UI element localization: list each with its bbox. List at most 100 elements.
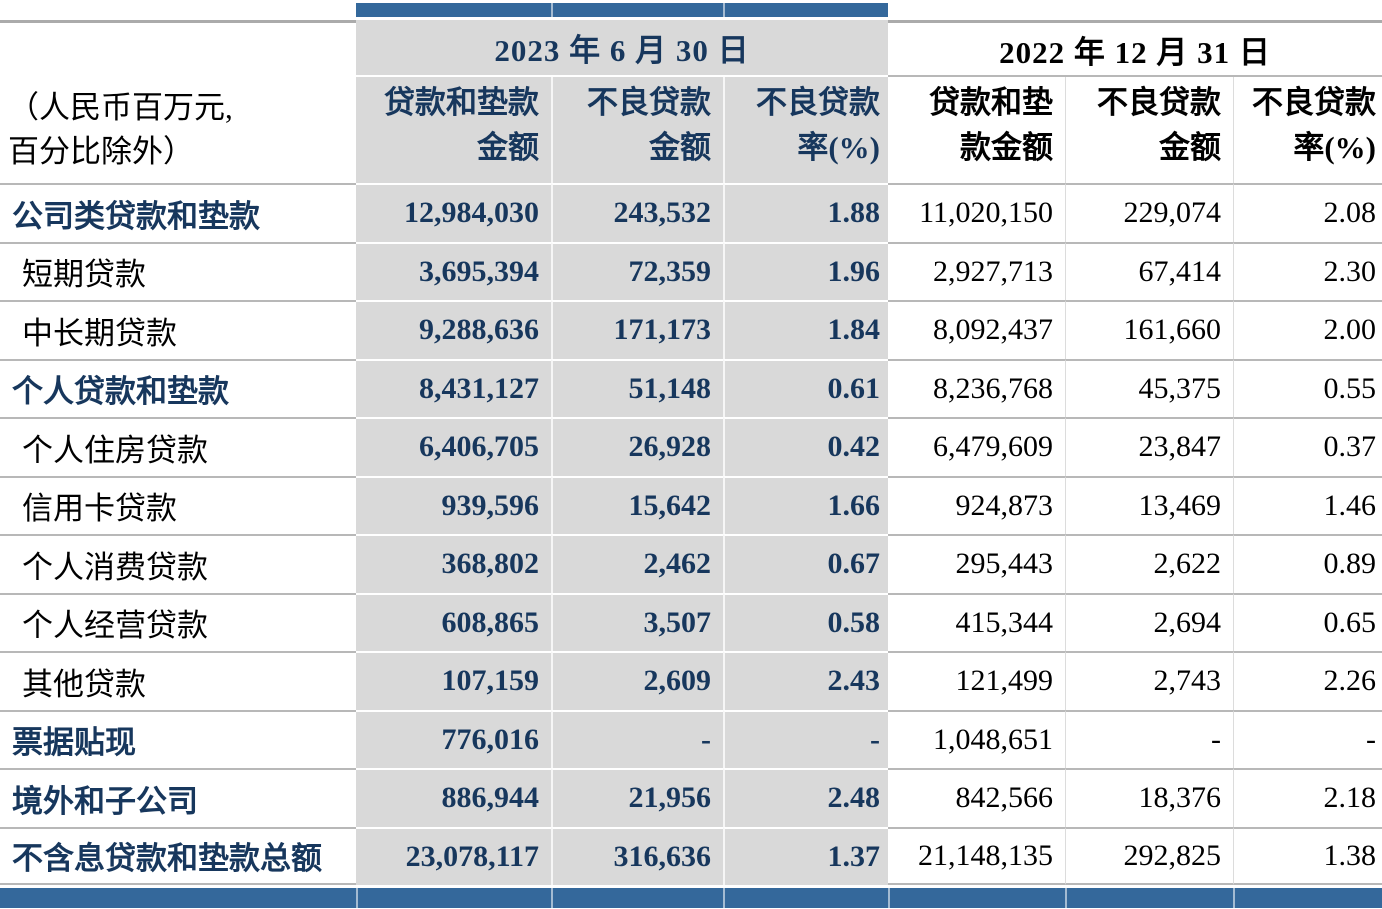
value-cell: 368,802	[356, 534, 551, 593]
col-title-line: 不良贷款	[1097, 85, 1221, 121]
bar-separator	[1065, 888, 1067, 908]
value-cell: 12,984,030	[356, 183, 551, 242]
col-2022-npl-amount: 不良贷款 金额	[1065, 77, 1233, 183]
value-cell: 0.42	[723, 417, 888, 476]
value-cell: 0.67	[723, 534, 888, 593]
value-cell: 23,078,117	[356, 826, 551, 885]
col-title-line: 金额	[649, 130, 711, 166]
value-cell: 0.61	[723, 358, 888, 417]
value-cell: 0.37	[1233, 417, 1382, 476]
value-cell: 229,074	[1065, 183, 1233, 242]
bar-separator	[888, 888, 890, 908]
corner-empty-cell	[0, 20, 356, 77]
value-cell: -	[551, 709, 723, 768]
col-title-line: 不良贷款	[587, 85, 711, 121]
value-cell: 2.18	[1233, 768, 1382, 827]
value-cell: 2,927,713	[888, 241, 1065, 301]
row-label: 公司类贷款和垫款	[0, 183, 356, 242]
value-cell: 2.43	[723, 651, 888, 710]
value-cell: 886,944	[356, 768, 551, 827]
value-cell: 415,344	[888, 592, 1065, 652]
row-label: 其他贷款	[0, 651, 356, 710]
row-label: 短期贷款	[0, 241, 356, 301]
value-cell: 608,865	[356, 592, 551, 651]
value-cell: 2.08	[1233, 183, 1382, 242]
col-title-line: 贷款和垫	[929, 85, 1053, 121]
value-cell: 1.66	[723, 475, 888, 534]
row-label: 个人消费贷款	[0, 534, 356, 593]
value-cell: 21,148,135	[888, 826, 1065, 885]
col-title-line: 金额	[477, 130, 539, 166]
unit-note: （人民币百万元, 百分比除外）	[0, 77, 356, 183]
bar-separator	[551, 3, 553, 17]
value-cell: 2,622	[1065, 534, 1233, 593]
value-cell: 1.96	[723, 241, 888, 300]
col-2023-npl-amount: 不良贷款 金额	[551, 77, 723, 183]
value-cell: 2,743	[1065, 651, 1233, 710]
col-title-line: 不良贷款	[756, 85, 880, 121]
value-cell: 26,928	[551, 417, 723, 476]
value-cell: 2.48	[723, 768, 888, 827]
period-2022-date: 2022 年 12 月 31 日	[888, 20, 1382, 77]
value-cell: 67,414	[1065, 241, 1233, 300]
value-cell: 0.55	[1233, 358, 1382, 417]
value-cell: 243,532	[551, 183, 723, 242]
value-cell: 1.46	[1233, 475, 1382, 534]
bar-separator	[551, 888, 553, 908]
value-cell: 8,236,768	[888, 358, 1065, 418]
value-cell: 18,376	[1065, 768, 1233, 827]
col-2022-loan-amount: 贷款和垫 款金额	[888, 77, 1065, 183]
period-2023-date: 2023 年 6 月 30 日	[356, 20, 888, 77]
value-cell: -	[1065, 709, 1233, 768]
bar-separator	[356, 888, 358, 908]
value-cell: 121,499	[888, 651, 1065, 710]
value-cell: 1.37	[723, 826, 888, 885]
value-cell: 292,825	[1065, 826, 1233, 885]
col-title-line: 金额	[1159, 130, 1221, 166]
value-cell: 2.00	[1233, 300, 1382, 359]
value-cell: 2.26	[1233, 651, 1382, 710]
value-cell: 842,566	[888, 768, 1065, 827]
value-cell: 0.58	[723, 592, 888, 651]
value-cell: 3,695,394	[356, 241, 551, 300]
value-cell: 776,016	[356, 709, 551, 768]
top-accent-bar	[356, 3, 888, 17]
row-label: 境外和子公司	[0, 768, 356, 827]
value-cell: -	[1233, 709, 1382, 768]
value-cell: 6,406,705	[356, 417, 551, 476]
bar-separator	[723, 888, 725, 908]
value-cell: 1.84	[723, 300, 888, 359]
value-cell: 51,148	[551, 358, 723, 417]
value-cell: 939,596	[356, 475, 551, 534]
row-label: 个人贷款和垫款	[0, 358, 356, 418]
row-label: 信用卡贷款	[0, 475, 356, 535]
value-cell: 924,873	[888, 475, 1065, 535]
col-title-line: 率(%)	[797, 130, 880, 166]
loan-quality-table: 2023 年 6 月 30 日 2022 年 12 月 31 日 （人民币百万元…	[0, 20, 1382, 885]
bar-separator	[723, 3, 725, 17]
value-cell: 45,375	[1065, 358, 1233, 417]
bar-separator	[1233, 888, 1235, 908]
col-title-line: 贷款和垫款	[384, 85, 539, 121]
value-cell: 21,956	[551, 768, 723, 827]
value-cell: 6,479,609	[888, 417, 1065, 476]
value-cell: 2,694	[1065, 592, 1233, 651]
value-cell: 3,507	[551, 592, 723, 651]
value-cell: 13,469	[1065, 475, 1233, 534]
row-label: 中长期贷款	[0, 300, 356, 359]
row-label: 个人经营贷款	[0, 592, 356, 652]
value-cell: 316,636	[551, 826, 723, 885]
value-cell: 171,173	[551, 300, 723, 359]
col-title-line: 率(%)	[1293, 130, 1376, 166]
bottom-accent-bar	[0, 888, 1382, 908]
row-label: 不含息贷款和垫款总额	[0, 826, 356, 885]
col-title-line: 不良贷款	[1252, 85, 1376, 121]
value-cell: 8,431,127	[356, 358, 551, 417]
value-cell: 0.65	[1233, 592, 1382, 651]
value-cell: 295,443	[888, 534, 1065, 593]
col-2023-npl-ratio: 不良贷款 率(%)	[723, 77, 888, 183]
col-title-line: 款金额	[960, 130, 1053, 166]
value-cell: 1.38	[1233, 826, 1382, 885]
value-cell: 11,020,150	[888, 183, 1065, 242]
